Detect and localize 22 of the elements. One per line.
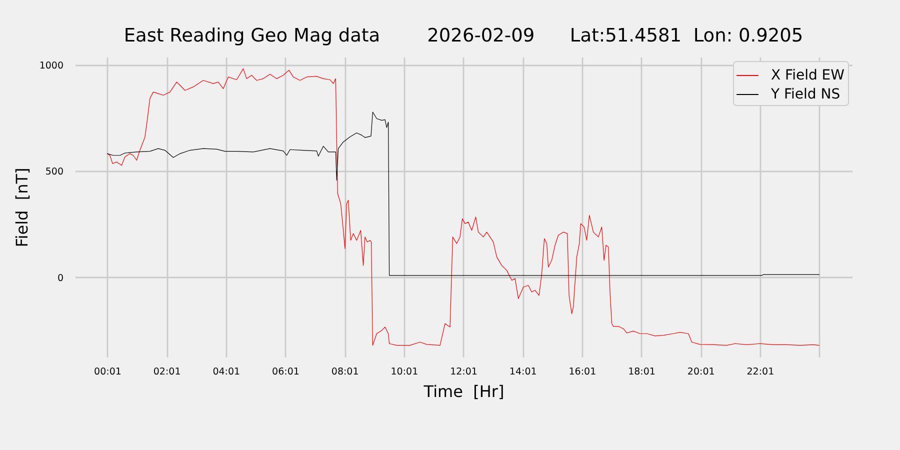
legend-label: Y Field NS <box>770 86 840 102</box>
y-tick-label: 500 <box>45 166 64 178</box>
x-tick-label: 00:01 <box>94 366 122 378</box>
x-tick-label: 22:01 <box>746 366 774 378</box>
x-tick-label: 16:01 <box>568 366 596 378</box>
line-series <box>106 112 820 276</box>
line-series <box>106 68 820 346</box>
chart-title: East Reading Geo Mag data 2026-02-09 Lat:51.4581 Lon: 0.9205 <box>124 26 804 46</box>
x-tick-label: 10:01 <box>390 366 418 378</box>
x-tick-label: 18:01 <box>628 366 656 378</box>
x-tick-label: 08:01 <box>331 366 359 378</box>
x-tick-label: 14:01 <box>509 366 537 378</box>
x-tick-label: 04:01 <box>212 366 240 378</box>
y-tick-label: 0 <box>57 272 64 284</box>
y-tick-label: 1000 <box>39 60 64 72</box>
x-tick-label: 02:01 <box>153 366 181 378</box>
legend-label: X Field EW <box>771 68 845 84</box>
y-axis-title: Field [nT] <box>12 168 32 248</box>
x-tick-label: 06:01 <box>272 366 300 378</box>
x-tick-label: 12:01 <box>450 366 478 378</box>
x-axis-title: Time [Hr] <box>422 382 504 401</box>
x-tick-label: 20:01 <box>687 366 715 378</box>
